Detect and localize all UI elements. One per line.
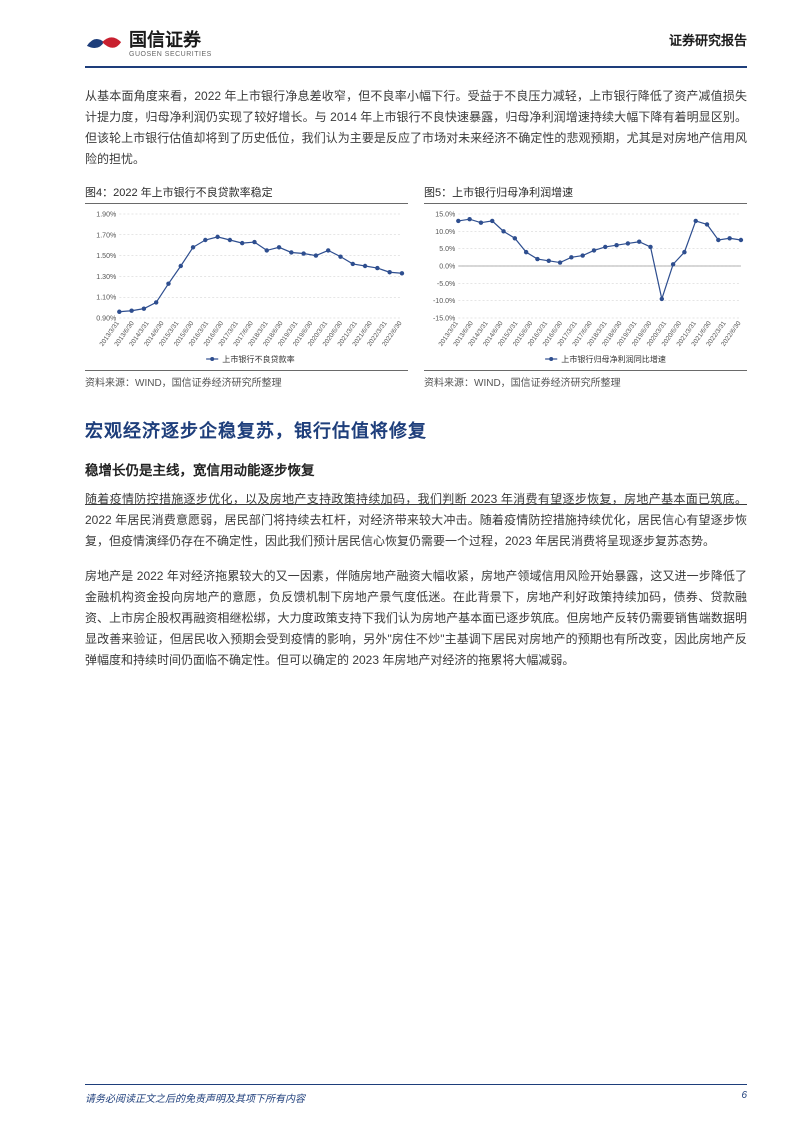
chart5-title: 图5：上市银行归母净利润增速	[424, 184, 747, 204]
logo-text-en: GUOSEN SECURITIES	[129, 51, 212, 58]
logo-text-cn: 国信证券	[129, 31, 212, 49]
svg-text:-15.0%: -15.0%	[433, 316, 455, 323]
intro-paragraph: 从基本面角度来看，2022 年上市银行净息差收窄，但不良率小幅下行。受益于不良压…	[85, 86, 747, 170]
page-header: 国信证券 GUOSEN SECURITIES 证券研究报告	[85, 30, 747, 58]
svg-text:10.0%: 10.0%	[435, 229, 455, 236]
svg-text:1.50%: 1.50%	[96, 253, 116, 260]
para2-underlined: 随着疫情防控措施逐步优化，以及房地产支持政策持续加码，我们判断 2023 年消费…	[85, 492, 747, 506]
svg-text:1.70%: 1.70%	[96, 232, 116, 239]
svg-text:5.0%: 5.0%	[439, 246, 455, 253]
logo-block: 国信证券 GUOSEN SECURITIES	[85, 30, 212, 58]
svg-text:1.10%: 1.10%	[96, 295, 116, 302]
chart4-title: 图4：2022 年上市银行不良贷款率稳定	[85, 184, 408, 204]
report-type-label: 证券研究报告	[669, 30, 747, 49]
svg-text:-10.0%: -10.0%	[433, 298, 455, 305]
chart4-source: 资料来源：WIND，国信证券经济研究所整理	[85, 370, 408, 389]
page-number: 6	[741, 1090, 747, 1105]
svg-text:上市银行不良贷款率: 上市银行不良贷款率	[222, 354, 294, 364]
header-rule	[85, 66, 747, 68]
svg-text:0.0%: 0.0%	[439, 264, 455, 271]
chart5-source: 资料来源：WIND，国信证券经济研究所整理	[424, 370, 747, 389]
svg-text:上市银行归母净利润同比增速: 上市银行归母净利润同比增速	[561, 354, 666, 364]
charts-row: 图4：2022 年上市银行不良贷款率稳定 0.90%1.10%1.30%1.50…	[85, 184, 747, 366]
body-paragraph-3: 房地产是 2022 年对经济拖累较大的又一因素，伴随房地产融资大幅收紧，房地产领…	[85, 566, 747, 671]
footer-disclaimer: 请务必阅读正文之后的免责声明及其项下所有内容	[85, 1090, 305, 1105]
svg-text:15.0%: 15.0%	[435, 212, 455, 219]
chart4-box: 0.90%1.10%1.30%1.50%1.70%1.90%2013/3/312…	[85, 206, 408, 366]
para2-rest: 2022 年居民消费意愿弱，居民部门将持续去杠杆，对经济带来较大冲击。随着疫情防…	[85, 513, 747, 548]
chart5-box: -15.0%-10.0%-5.0%0.0%5.0%10.0%15.0%2013/…	[424, 206, 747, 366]
page-footer: 请务必阅读正文之后的免责声明及其项下所有内容 6	[85, 1084, 747, 1105]
svg-text:1.90%: 1.90%	[96, 212, 116, 219]
sub-heading: 稳增长仍是主线，宽信用动能逐步恢复	[85, 459, 747, 479]
svg-text:1.30%: 1.30%	[96, 274, 116, 281]
chart-sources-row: 资料来源：WIND，国信证券经济研究所整理 资料来源：WIND，国信证券经济研究…	[85, 370, 747, 389]
guosen-logo-icon	[85, 30, 123, 58]
section-heading: 宏观经济逐步企稳复苏，银行估值将修复	[85, 417, 747, 443]
footer-rule	[85, 1084, 747, 1085]
body-paragraph-2: 随着疫情防控措施逐步优化，以及房地产支持政策持续加码，我们判断 2023 年消费…	[85, 489, 747, 552]
svg-text:-5.0%: -5.0%	[437, 281, 455, 288]
